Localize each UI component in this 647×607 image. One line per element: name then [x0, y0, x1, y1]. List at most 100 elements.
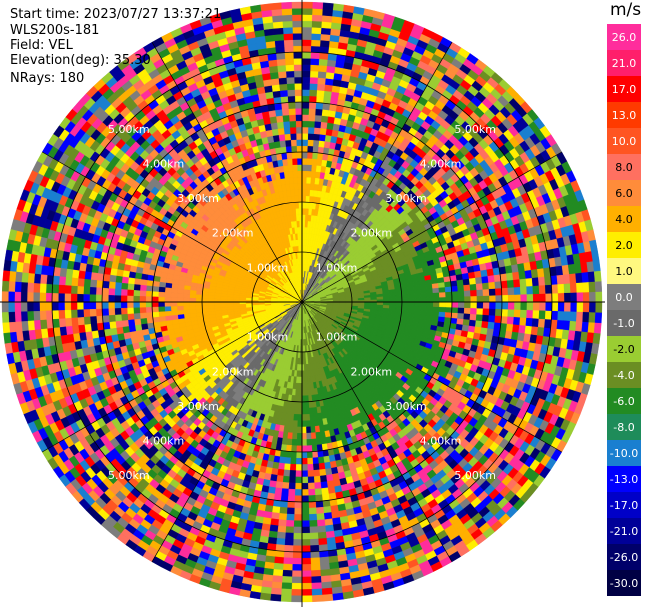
- velocity-cell: [280, 444, 288, 452]
- velocity-cell: [432, 296, 440, 303]
- velocity-cell: [407, 301, 415, 307]
- velocity-cell: [165, 282, 173, 289]
- velocity-cell: [370, 304, 378, 308]
- velocity-cell: [151, 306, 159, 313]
- velocity-cell: [208, 295, 215, 300]
- velocity-cell: [164, 287, 172, 294]
- velocity-cell: [407, 293, 415, 299]
- velocity-cell: [388, 307, 396, 313]
- velocity-cell: [171, 283, 179, 290]
- velocity-cell: [170, 288, 178, 294]
- velocity-cell: [413, 305, 421, 311]
- velocity-cell: [463, 307, 471, 315]
- velocity-cell: [133, 289, 141, 297]
- velocity-cell: [312, 145, 319, 154]
- velocity-cell: [152, 311, 160, 318]
- velocity-cell: [293, 420, 299, 428]
- velocity-cell: [301, 432, 308, 440]
- velocity-cell: [158, 286, 166, 293]
- velocity-cell: [318, 462, 326, 471]
- velocity-cell: [271, 467, 279, 476]
- velocity-cell: [301, 183, 307, 190]
- velocity-cell: [298, 389, 303, 397]
- velocity-cell: [313, 183, 319, 191]
- velocity-cell: [301, 389, 306, 397]
- velocity-cell: [407, 305, 415, 311]
- velocity-cell: [208, 298, 215, 303]
- velocity-cell: [376, 304, 384, 308]
- velocity-cell: [295, 133, 303, 140]
- velocity-cell: [305, 401, 310, 409]
- velocity-cell: [304, 214, 309, 222]
- velocity-cell: [301, 451, 308, 459]
- velocity-cell: [279, 456, 286, 464]
- velocity-cell: [152, 280, 160, 288]
- velocity-cell: [307, 139, 314, 147]
- velocity-cell: [307, 126, 315, 134]
- velocity-cell: [297, 176, 303, 184]
- velocity-cell: [301, 382, 306, 390]
- velocity-cell: [290, 451, 298, 459]
- velocity-cell: [319, 127, 327, 136]
- velocity-cell: [145, 312, 154, 319]
- velocity-cell: [176, 301, 184, 307]
- velocity-cell: [296, 445, 303, 453]
- velocity-cell: [294, 195, 299, 203]
- velocity-cell: [290, 145, 298, 153]
- velocity-cell: [296, 164, 303, 171]
- velocity-cell: [462, 278, 471, 286]
- velocity-cell: [395, 301, 403, 306]
- velocity-cell: [451, 306, 459, 314]
- velocity-cells: [1, 1, 603, 603]
- velocity-cell: [158, 291, 166, 298]
- velocity-cell: [289, 407, 295, 415]
- velocity-cell: [438, 291, 446, 298]
- velocity-cell: [292, 164, 298, 172]
- velocity-cell: [309, 183, 315, 191]
- velocity-cell: [301, 195, 306, 203]
- velocity-cell: [289, 126, 297, 134]
- velocity-cell: [189, 301, 196, 307]
- velocity-cell: [176, 305, 184, 311]
- velocity-cell: [414, 301, 422, 307]
- velocity-cell: [455, 323, 464, 331]
- velocity-cell: [292, 426, 298, 434]
- velocity-cell: [281, 437, 288, 446]
- velocity-cell: [298, 208, 303, 215]
- velocity-cell: [301, 133, 309, 140]
- ppi-plot: 1.00km1.00km1.00km1.00km2.00km2.00km2.00…: [0, 0, 605, 607]
- velocity-cell: [309, 189, 315, 197]
- velocity-cell: [295, 464, 303, 472]
- velocity-cell: [127, 319, 136, 327]
- velocity-cell: [301, 445, 308, 453]
- velocity-cell: [201, 301, 209, 306]
- velocity-cell: [290, 457, 297, 465]
- velocity-cell: [133, 318, 142, 326]
- velocity-cell: [290, 401, 296, 409]
- velocity-cell: [280, 146, 287, 154]
- velocity-cell: [382, 301, 390, 306]
- velocity-cell: [292, 432, 298, 440]
- velocity-cell: [283, 425, 290, 433]
- velocity-cell: [457, 307, 465, 314]
- velocity-cell: [170, 292, 178, 298]
- velocity-cell: [301, 420, 307, 428]
- velocity-cell: [296, 139, 303, 146]
- velocity-cell: [140, 273, 149, 281]
- velocity-cell: [289, 463, 297, 471]
- velocity-cell: [296, 158, 303, 165]
- velocity-cell: [127, 283, 135, 291]
- velocity-cell: [273, 455, 281, 464]
- velocity-cell: [277, 127, 285, 136]
- velocity-cell: [195, 294, 203, 299]
- velocity-cell: [291, 438, 298, 446]
- velocity-cell: [470, 289, 478, 297]
- velocity-cell: [176, 297, 184, 303]
- velocity-cell: [128, 271, 137, 279]
- velocity-cell: [305, 413, 311, 421]
- velocity-cell: [280, 450, 287, 458]
- velocity-cell: [432, 301, 440, 308]
- velocity-cell: [158, 296, 165, 303]
- velocity-cell: [158, 281, 167, 288]
